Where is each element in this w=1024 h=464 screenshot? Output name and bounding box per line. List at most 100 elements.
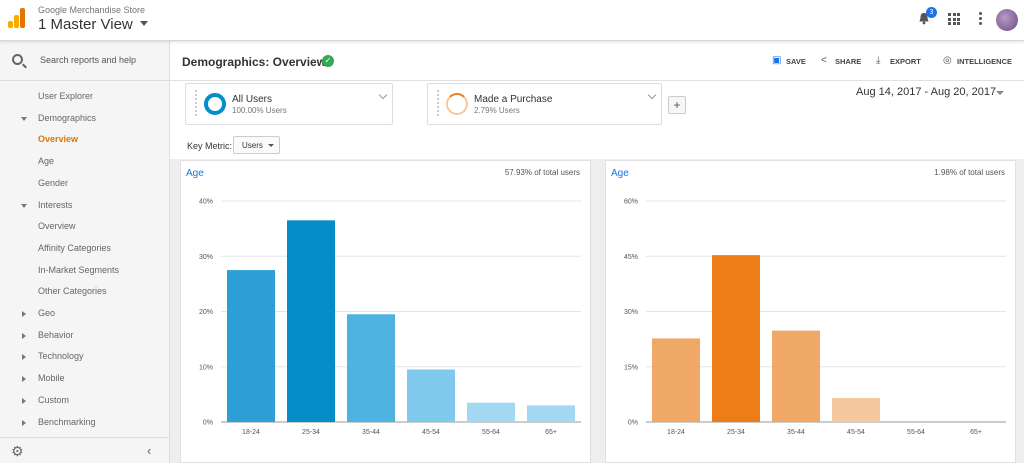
sidebar-item[interactable]: Interests [0,195,169,215]
sidebar-item[interactable]: Geo [0,303,169,323]
add-segment-button[interactable]: + [668,96,686,114]
expand-less-icon[interactable] [21,203,27,208]
sidebar-item-label: User Explorer [38,91,94,101]
sidebar-item-label: Gender [38,177,69,188]
y-tick-label: 0% [203,420,213,427]
drag-handle-icon[interactable] [195,90,197,118]
age-chart-card-purchasers: Age 1.98% of total users 0% 15% 30% 45% 60% 1… [605,160,1016,463]
y-tick-label: 10% [199,364,213,371]
x-tick-label: 45-54 [422,429,440,436]
bar-35-44[interactable] [772,330,820,422]
sidebar-item[interactable]: Technology [0,346,169,366]
sidebar-item[interactable]: User Explorer [0,86,169,106]
y-tick-label: 0% [628,420,638,427]
segment-percentage: 100.00% Users [232,106,287,115]
expand-more-icon[interactable] [22,397,26,404]
bar-65+[interactable] [527,405,575,422]
bar-18-24[interactable] [227,270,275,422]
bar-45-54[interactable] [407,369,455,422]
analytics-logo-icon[interactable] [8,8,26,28]
chart-title[interactable]: Age [186,168,204,179]
export-button[interactable]: ⤓ EXPORT [876,55,921,66]
x-tick-label: 35-44 [787,429,805,436]
sidebar-item[interactable]: Other Categories [0,281,169,301]
sidebar-item-label: Mobile [38,373,65,384]
y-tick-label: 40% [199,199,213,206]
sidebar-item-label: Other Categories [38,286,107,297]
collapse-sidebar-icon[interactable]: ‹ [147,443,152,458]
bar-45-54[interactable] [832,398,880,422]
y-tick-label: 15% [624,364,638,371]
bar-18-24[interactable] [652,338,700,422]
bar-55-64[interactable] [467,402,515,422]
sidebar-item[interactable]: Mobile [0,368,169,388]
search-icon [12,54,23,65]
age-chart-card-all-users: Age 57.93% of total users 0% 10% 20% 30% 40%… [180,160,591,463]
sidebar-footer: ⚙ ‹ [0,437,169,463]
expand-more-icon[interactable] [22,376,26,383]
apps-grid-icon[interactable] [948,13,960,25]
sidebar-item-label: Behavior [38,329,74,340]
page-title: Demographics: Overview [182,55,327,69]
gear-icon[interactable]: ⚙ [11,443,24,459]
sidebar-item-label: Affinity Categories [38,242,111,253]
sidebar-item[interactable]: Gender [0,173,169,193]
x-tick-label: 35-44 [362,429,380,436]
chart-title[interactable]: Age [611,168,629,179]
chart-summary: 57.93% of total users [504,168,580,177]
save-button[interactable]: ▣ SAVE [772,55,806,66]
chevron-down-icon[interactable] [378,90,388,100]
expand-more-icon[interactable] [22,311,26,317]
view-selector[interactable]: 1 Master View [38,16,133,33]
share-button[interactable]: < SHARE [821,55,862,66]
segment-name: Made a Purchase [474,94,553,105]
check-icon: ✓ [322,55,334,67]
sidebar-item-label: Interests [38,199,73,210]
segment-name: All Users [232,94,273,105]
chevron-down-icon [268,144,274,147]
search-input[interactable]: Search reports and help [40,55,137,65]
intelligence-icon: ◎ [943,55,952,66]
chevron-down-icon[interactable] [140,21,148,26]
expand-more-icon[interactable] [22,332,26,339]
expand-less-icon[interactable] [21,116,27,121]
x-tick-label: 65+ [545,429,557,436]
sidebar-item[interactable]: In-Market Segments [0,260,169,280]
chevron-down-icon[interactable] [996,91,1004,95]
share-icon: < [821,55,827,66]
date-range-picker[interactable]: Aug 14, 2017 - Aug 20, 2017 [856,86,997,98]
key-metric-select[interactable]: Users [233,136,280,154]
key-metric-label: Key Metric: [187,141,233,151]
search-box[interactable]: Search reports and help [0,41,169,81]
x-tick-label: 18-24 [242,429,260,436]
chevron-down-icon[interactable] [647,90,657,100]
bar-25-34[interactable] [287,220,335,422]
sidebar-item[interactable]: Custom [0,390,169,410]
segment-all-users[interactable]: All Users 100.00% Users [185,83,393,125]
avatar[interactable] [996,9,1018,31]
x-tick-label: 45-54 [847,429,865,436]
expand-more-icon[interactable] [22,419,26,426]
segment-panel: All Users 100.00% Users Made a Purchase … [170,81,1024,159]
sidebar-item-label: Benchmarking [38,416,96,427]
sidebar-item[interactable]: Overview [0,216,169,236]
intelligence-button[interactable]: ◎ INTELLIGENCE [943,55,1013,66]
drag-handle-icon[interactable] [437,90,439,118]
bar-35-44[interactable] [347,314,395,422]
sidebar-item[interactable]: Affinity Categories [0,238,169,258]
age-bar-chart: 0% 10% 20% 30% 40% 18-24 25-34 35-44 45-54 55-64 6… [199,199,581,436]
segment-made-a-purchase[interactable]: Made a Purchase 2.79% Users [427,83,662,125]
sidebar-item[interactable]: Age [0,151,169,171]
bar-25-34[interactable] [712,255,760,422]
x-tick-label: 18-24 [667,429,685,436]
sidebar-item[interactable]: Behavior [0,325,169,345]
y-tick-label: 60% [624,199,638,206]
sidebar-item[interactable]: Demographics [0,108,169,128]
expand-more-icon[interactable] [22,354,26,361]
notification-badge: 3 [926,7,937,18]
sidebar-item[interactable]: Benchmarking [0,412,169,432]
chart-summary: 1.98% of total users [934,168,1005,177]
more-vert-icon[interactable] [979,12,982,25]
sidebar-item[interactable]: Overview [0,129,169,149]
y-tick-label: 45% [624,254,638,261]
